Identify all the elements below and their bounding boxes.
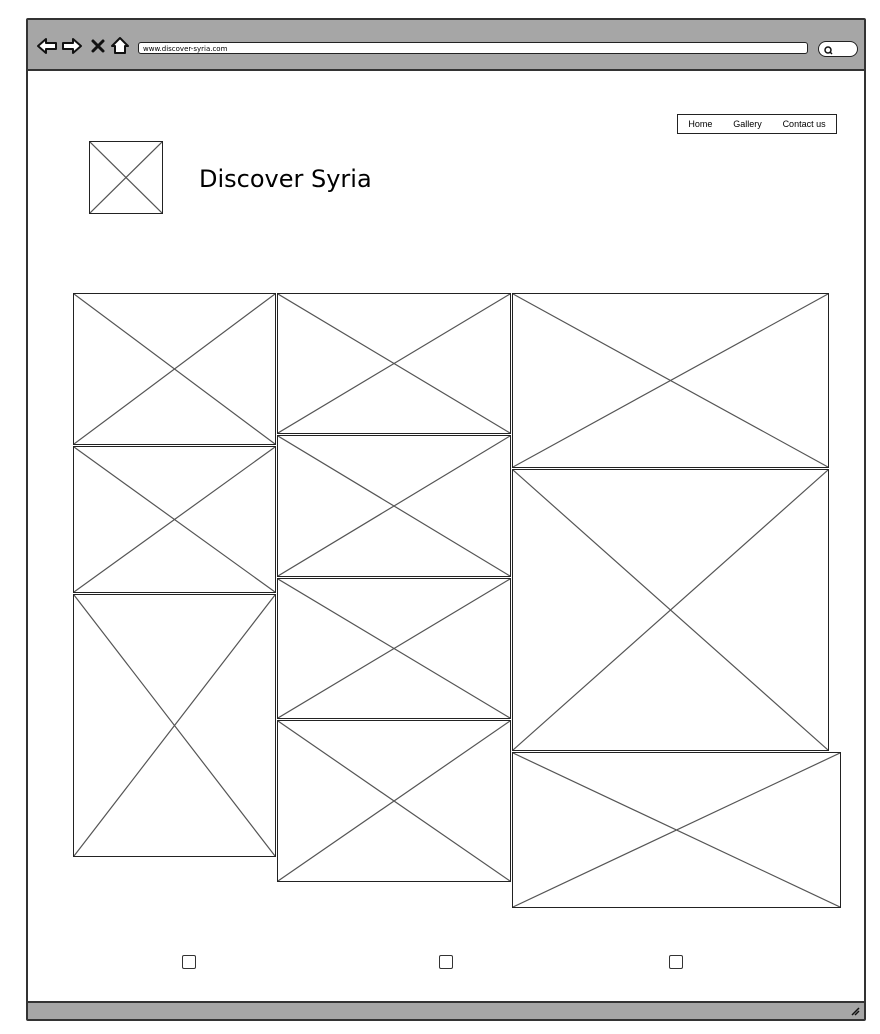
footer-checkbox[interactable] — [439, 955, 453, 969]
gallery-image[interactable] — [73, 594, 276, 857]
footer-checkbox[interactable] — [669, 955, 683, 969]
gallery-image[interactable] — [277, 435, 511, 577]
forward-arrow-icon[interactable] — [61, 36, 83, 56]
browser-toolbar: www.discover-syria.com — [28, 20, 864, 71]
resize-grip-icon[interactable] — [850, 1006, 860, 1016]
search-icon — [824, 46, 833, 55]
footer-checkbox[interactable] — [182, 955, 196, 969]
top-navigation: Home Gallery Contact us — [677, 114, 837, 134]
gallery-image[interactable] — [277, 293, 511, 434]
gallery-image[interactable] — [277, 578, 511, 719]
search-button[interactable] — [818, 41, 858, 57]
gallery-image[interactable] — [73, 293, 276, 445]
gallery-image[interactable] — [512, 752, 841, 908]
logo-placeholder-image — [89, 141, 163, 214]
browser-statusbar — [28, 1001, 864, 1019]
gallery-image[interactable] — [277, 720, 511, 882]
nav-link-contact[interactable]: Contact us — [782, 119, 826, 129]
address-bar[interactable]: www.discover-syria.com — [138, 42, 808, 54]
back-arrow-icon[interactable] — [36, 36, 58, 56]
home-icon[interactable] — [110, 36, 130, 56]
gallery-image[interactable] — [512, 293, 829, 468]
gallery-image[interactable] — [512, 469, 829, 751]
nav-link-home[interactable]: Home — [688, 119, 713, 129]
page-title: Discover Syria — [199, 165, 372, 193]
close-icon[interactable] — [90, 36, 106, 56]
nav-link-gallery[interactable]: Gallery — [733, 119, 762, 129]
gallery-image[interactable] — [73, 446, 276, 593]
